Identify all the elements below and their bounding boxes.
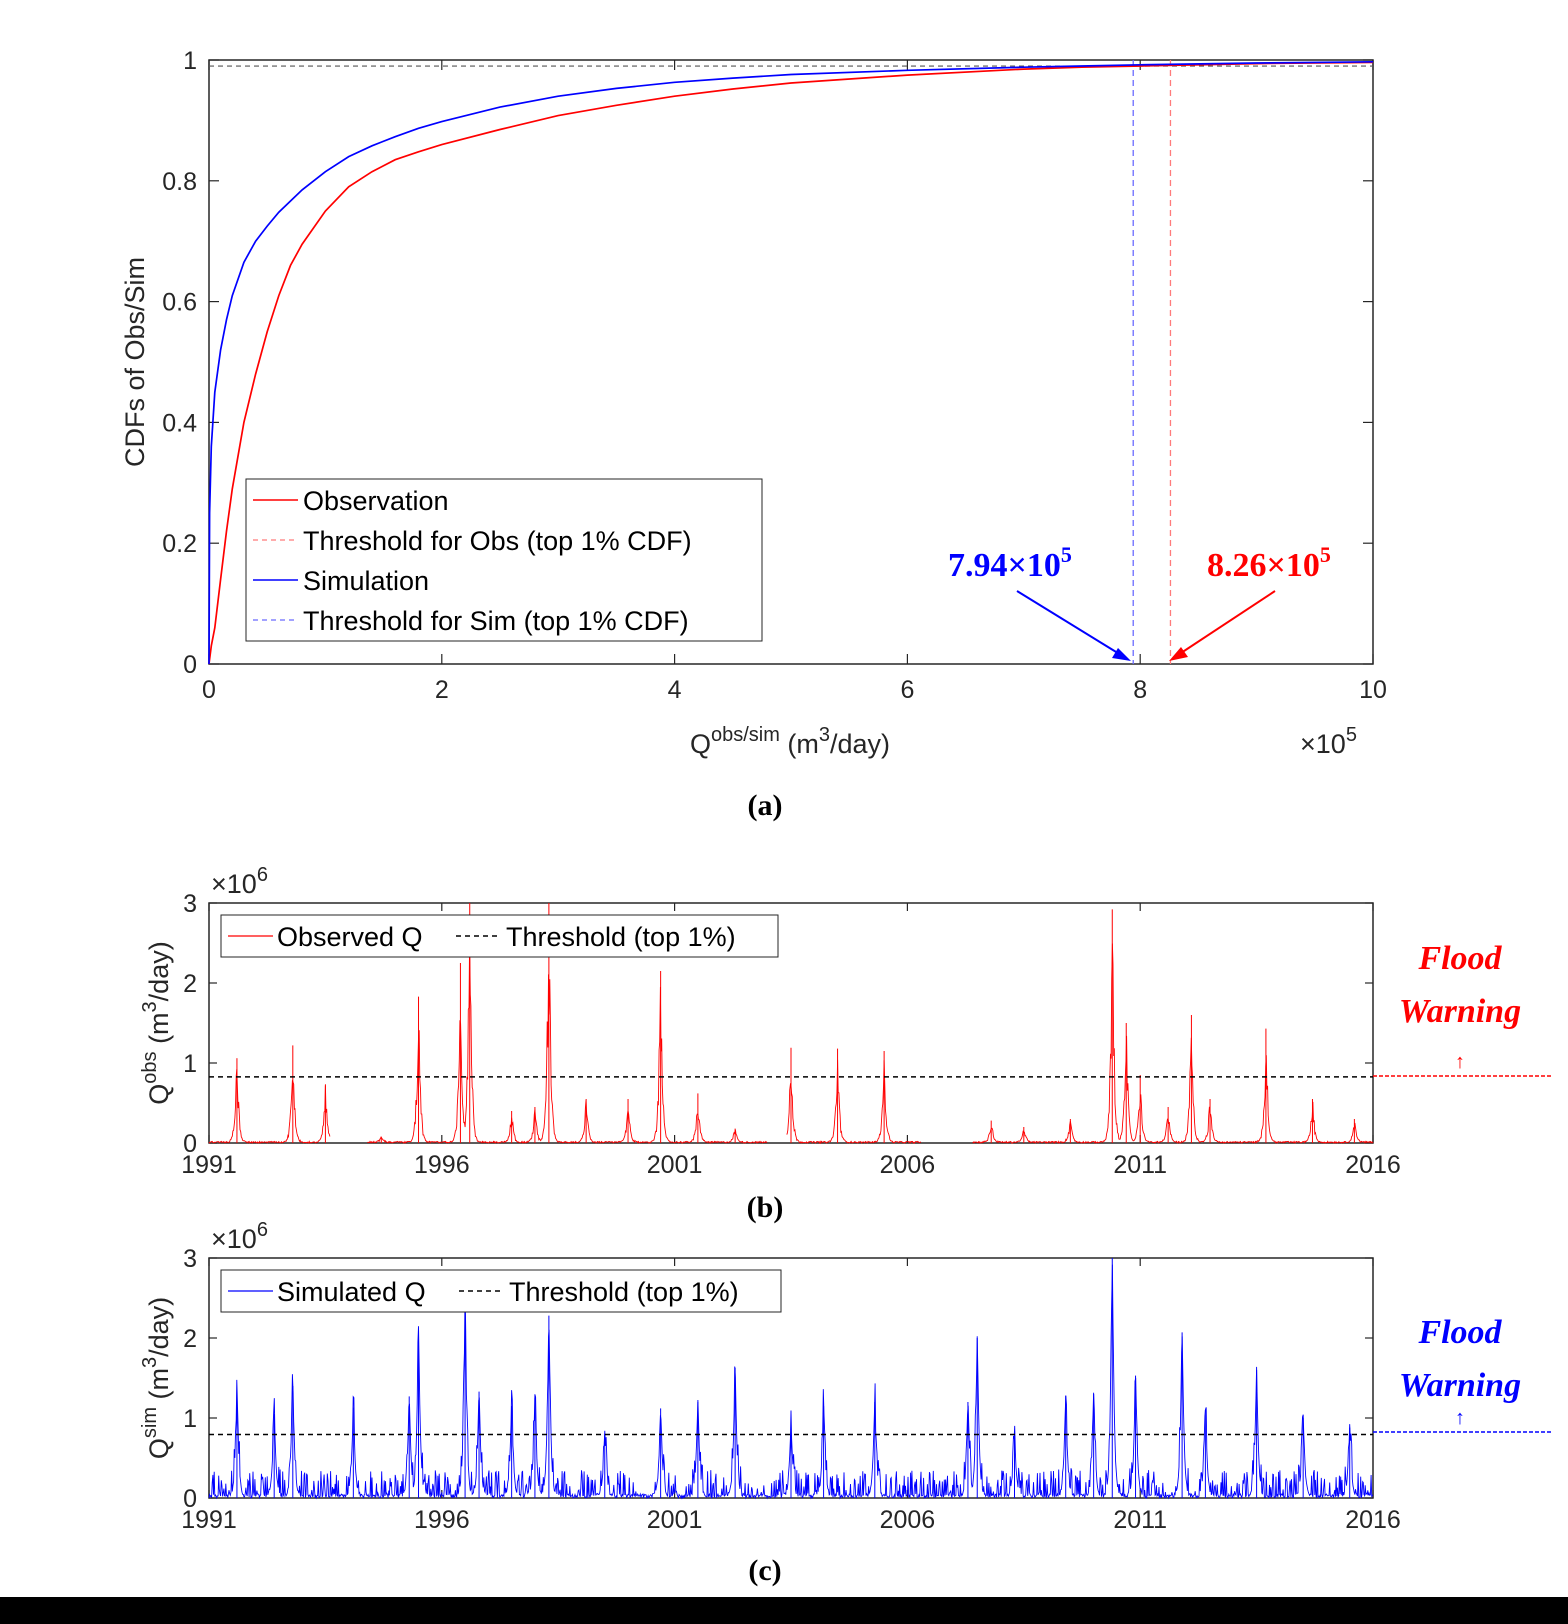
y-tick-label: 0.8 bbox=[162, 168, 197, 196]
flow-series-segment bbox=[367, 938, 768, 1144]
legend-label-threshold-sim: Threshold for Sim (top 1% CDF) bbox=[303, 606, 689, 636]
flow-series-segment bbox=[208, 1069, 331, 1144]
flow-series-segment bbox=[786, 1059, 922, 1145]
flow-series-segment bbox=[972, 943, 1374, 1145]
y-tick-label: 1 bbox=[183, 1050, 197, 1078]
observed-legend-box bbox=[220, 914, 779, 958]
x-tick-label: 2006 bbox=[880, 1506, 936, 1534]
x-tick-label: 1991 bbox=[181, 1506, 237, 1534]
y-tick-label: 0 bbox=[183, 1485, 197, 1513]
y-tick-label: 0 bbox=[183, 651, 197, 679]
warning-arrow-icon-c: ↑ bbox=[1455, 1407, 1465, 1429]
caption-b: (b) bbox=[747, 1191, 784, 1224]
x-tick-label: 2001 bbox=[647, 1151, 703, 1179]
legend-label-threshold-obs: Threshold for Obs (top 1% CDF) bbox=[303, 526, 692, 556]
obs-threshold-arrow bbox=[1169, 590, 1276, 661]
simulated-axis-ticks: 1991 1996 2001 2006 2011 2016 0 1 2 3 bbox=[181, 1245, 1401, 1534]
observed-flood-warning: Flood Warning ↑ bbox=[1373, 940, 1553, 1077]
cdf-y-axis-label: CDFs of Obs/Sim bbox=[120, 257, 150, 467]
legend-label-simulation: Simulation bbox=[303, 566, 429, 596]
y-tick-label: 3 bbox=[183, 890, 197, 918]
x-tick-label: 8 bbox=[1133, 676, 1147, 704]
x-tick-label: 2016 bbox=[1345, 1151, 1401, 1179]
legend-label-observation: Observation bbox=[303, 486, 449, 516]
x-tick-label: 1996 bbox=[414, 1151, 470, 1179]
obs-threshold-annotation: 8.26×105 bbox=[1207, 542, 1331, 584]
observed-axis-ticks: 1991 1996 2001 2006 2011 2016 0 1 2 3 bbox=[181, 890, 1401, 1179]
observed-q-panel: 1991 1996 2001 2006 2011 2016 0 1 2 3 ×106 Qobs (… bbox=[139, 864, 1553, 1224]
simulated-legend: Simulated Q Threshold (top 1%) bbox=[220, 1269, 782, 1313]
legend-label-simulated-q: Simulated Q bbox=[277, 1277, 426, 1307]
cdf-legend-box bbox=[245, 478, 763, 642]
x-tick-label: 2 bbox=[435, 676, 449, 704]
x-tick-label: 0 bbox=[202, 676, 216, 704]
legend-label-threshold: Threshold (top 1%) bbox=[506, 922, 736, 952]
caption-a: (a) bbox=[748, 789, 783, 822]
y-tick-label: 2 bbox=[183, 970, 197, 998]
cdf-line-observation bbox=[208, 61, 1374, 665]
x-tick-label: 6 bbox=[900, 676, 914, 704]
caption-c: (c) bbox=[748, 1554, 781, 1587]
y-tick-label: 0 bbox=[183, 1130, 197, 1158]
flood-label: Flood bbox=[1417, 940, 1502, 977]
x-tick-label: 4 bbox=[668, 676, 682, 704]
sim-threshold-arrow bbox=[1016, 590, 1131, 661]
simulated-y-axis-label: Qsim (m3/day) bbox=[139, 1297, 174, 1459]
simulated-legend-box bbox=[220, 1269, 782, 1313]
y-tick-label: 0.2 bbox=[162, 530, 197, 558]
x-tick-label: 2006 bbox=[880, 1151, 936, 1179]
simulated-flood-warning: Flood Warning ↑ bbox=[1373, 1314, 1553, 1433]
observed-y-exponent: ×106 bbox=[211, 864, 268, 899]
x-tick-label: 2011 bbox=[1113, 1506, 1167, 1534]
legend-label-threshold-c: Threshold (top 1%) bbox=[509, 1277, 739, 1307]
warning-arrow-icon: ↑ bbox=[1455, 1051, 1465, 1073]
x-tick-label: 1996 bbox=[414, 1506, 470, 1534]
legend-label-observed-q: Observed Q bbox=[277, 922, 423, 952]
observed-legend: Observed Q Threshold (top 1%) bbox=[220, 914, 779, 958]
cdf-series bbox=[208, 60, 1374, 665]
sim-threshold-annotation: 7.94×105 bbox=[948, 542, 1072, 584]
warning-label: Warning bbox=[1399, 993, 1521, 1030]
cdf-threshold-lines bbox=[1132, 60, 1172, 664]
x-tick-label: 2016 bbox=[1345, 1506, 1401, 1534]
x-tick-label: 2011 bbox=[1113, 1151, 1167, 1179]
y-tick-label: 0.6 bbox=[162, 289, 197, 317]
cdf-axis-ticks: 0 2 4 6 8 10 0 0.2 0.4 0.6 0.8 1 bbox=[162, 47, 1387, 704]
cdf-x-axis-label: Qobs/sim (m3/day) bbox=[690, 724, 890, 759]
flow-series-segment bbox=[208, 1264, 1374, 1500]
simulated-q-panel: 1991 1996 2001 2006 2011 2016 0 1 2 3 ×106 Qsim (… bbox=[139, 1219, 1553, 1587]
x-tick-label: 2001 bbox=[647, 1506, 703, 1534]
flood-label-c: Flood bbox=[1417, 1314, 1502, 1351]
y-tick-label: 2 bbox=[183, 1325, 197, 1353]
y-tick-label: 1 bbox=[183, 47, 197, 75]
cdf-x-exponent: ×105 bbox=[1300, 724, 1357, 759]
x-tick-label: 10 bbox=[1359, 676, 1387, 704]
warning-label-c: Warning bbox=[1399, 1367, 1521, 1404]
cdf-chart-panel: 0 2 4 6 8 10 0 0.2 0.4 0.6 0.8 1 CDFs of Obs/Sim Qo… bbox=[120, 47, 1387, 822]
observed-y-axis-label: Qobs (m3/day) bbox=[139, 941, 174, 1104]
simulated-y-exponent: ×106 bbox=[211, 1219, 268, 1254]
simulated-q-series bbox=[208, 1258, 1374, 1500]
cdf-line-simulation bbox=[208, 60, 1374, 665]
bottom-bar bbox=[0, 1597, 1568, 1624]
cdf-legend: Observation Threshold for Obs (top 1% CD… bbox=[245, 478, 763, 642]
x-tick-label: 1991 bbox=[181, 1151, 237, 1179]
y-tick-label: 0.4 bbox=[162, 409, 197, 437]
y-tick-label: 1 bbox=[183, 1405, 197, 1433]
y-tick-label: 3 bbox=[183, 1245, 197, 1273]
